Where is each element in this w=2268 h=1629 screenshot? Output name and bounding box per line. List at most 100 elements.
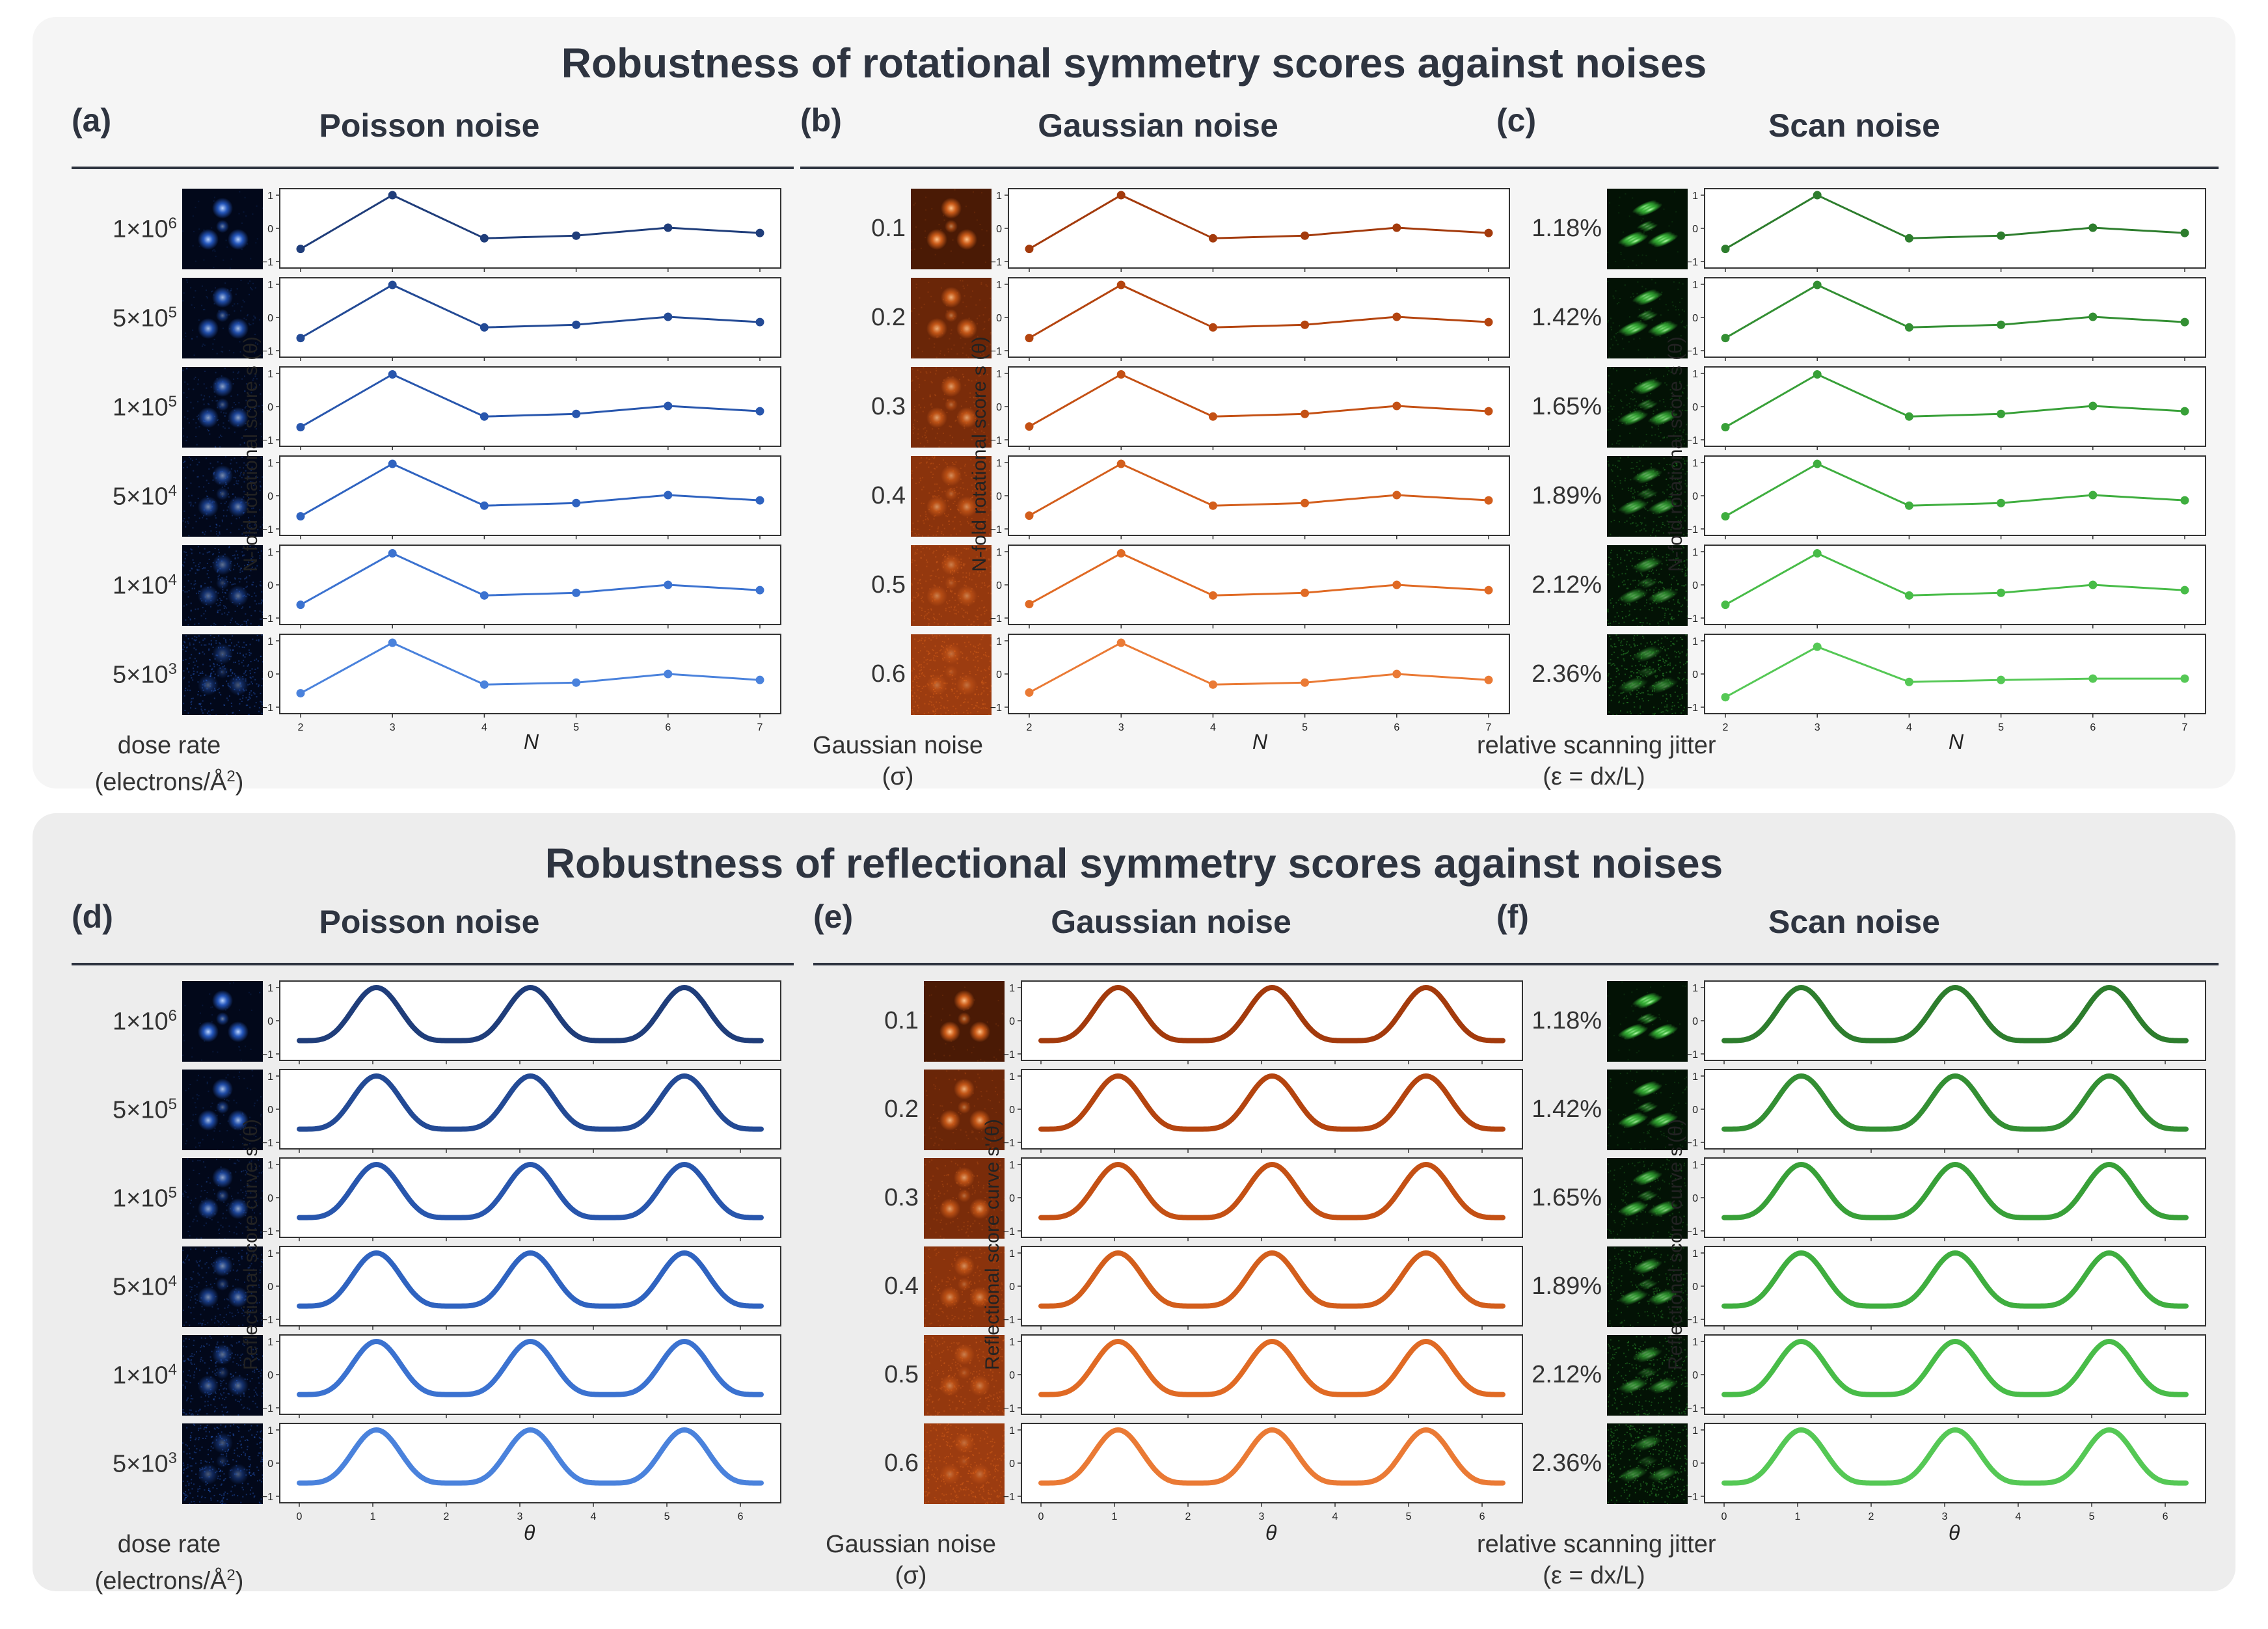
y-tick-label: 1: [267, 369, 273, 380]
y-axis-label: Reflectional score curve s'(θ): [240, 1119, 262, 1370]
sample-image-svg: [1607, 545, 1689, 627]
sample-image-svg: [911, 545, 993, 627]
y-tick-label: −1: [262, 1138, 273, 1149]
sample-image: [911, 456, 993, 537]
data-point: [1392, 401, 1401, 411]
row-label: 2.12%: [1496, 1361, 1602, 1389]
data-point: [1392, 669, 1401, 679]
reflectional-section-title: Robustness of reflectional symmetry scor…: [545, 840, 1723, 887]
row-label: 1×105: [72, 1184, 177, 1213]
data-point: [1208, 412, 1217, 421]
series-line: [1038, 1250, 1505, 1309]
y-tick-label: −1: [1686, 1492, 1698, 1503]
y-tick-label: 0: [267, 1016, 273, 1027]
y-tick-label: −1: [1686, 613, 1698, 625]
data-point: [1904, 591, 1913, 600]
plot-row: −1 0 1 2 3 4 5 6 7: [990, 634, 1510, 740]
row-label: 1.89%: [1496, 1272, 1602, 1300]
y-tick-label: 0: [267, 669, 273, 680]
y-tick-label: 1: [1692, 1248, 1698, 1259]
series-line: [1725, 284, 2185, 339]
data-point: [1813, 191, 1822, 200]
sample-image: [1607, 1070, 1688, 1151]
panel-title: Gaussian noise: [1038, 107, 1278, 144]
data-point: [2088, 580, 2098, 589]
data-point: [1116, 280, 1126, 289]
y-tick-label: −1: [262, 1403, 273, 1414]
sample-image-svg: [1607, 189, 1689, 269]
caption-line-2-text: (σ): [882, 763, 914, 790]
data-point: [1392, 312, 1401, 321]
data-point: [1997, 231, 2006, 240]
plot-row: −1 0 1: [1686, 1069, 2206, 1153]
data-point: [1813, 459, 1822, 468]
sample-image-svg: [911, 367, 993, 449]
y-tick-label: 0: [1692, 224, 1698, 235]
y-tick-label: −1: [262, 1049, 273, 1060]
plot-row: −1 0 1 0 1 2 3 4 5 6: [1686, 1423, 2206, 1529]
sample-image: [1607, 1246, 1689, 1328]
sample-image-svg: [1607, 1158, 1688, 1240]
y-tick-label: 1: [267, 1248, 273, 1259]
data-point: [1484, 317, 1493, 327]
plot-svg: −1 0 1 0 1 2 3 4 5 6: [1686, 1423, 2206, 1522]
row-label-value: 1×10: [113, 394, 169, 422]
row-label: 0.5: [800, 571, 906, 599]
data-point: [1392, 491, 1401, 500]
y-tick-label: −1: [1686, 1138, 1698, 1149]
x-tick-label: 4: [481, 722, 487, 733]
row-label-exponent: 5: [168, 1184, 177, 1202]
data-point: [479, 412, 489, 421]
caption-line-2: (electrons/Å2): [52, 1560, 286, 1597]
series-line: [1029, 284, 1489, 339]
series-line: [297, 1073, 764, 1132]
series-line: [1038, 1073, 1505, 1132]
x-tick-label: 5: [2089, 1511, 2095, 1522]
plot-row: −1 0 1: [1003, 1246, 1523, 1330]
data-point: [1301, 320, 1310, 329]
y-tick-label: −1: [262, 346, 273, 357]
plot-frame: [1704, 1246, 2206, 1326]
plot-row: −1 0 1: [1686, 1157, 2206, 1241]
y-tick-label: −1: [262, 435, 273, 446]
panel-letter: (c): [1496, 102, 1537, 139]
row-label-exponent: 5: [168, 1096, 177, 1113]
y-tick-label: 0: [267, 224, 273, 235]
plot-row: −1 0 1: [262, 188, 781, 272]
row-label-value: 1.42%: [1532, 1096, 1602, 1123]
data-point: [1301, 409, 1310, 418]
caption-line-2: (electrons/Å2): [52, 761, 286, 798]
sample-image: [182, 189, 263, 269]
row-axis-caption: relative scanning jitter (ε = dx/L): [1477, 1529, 1716, 1591]
row-label-value: 2.12%: [1532, 1361, 1602, 1388]
series-line: [1038, 984, 1505, 1043]
row-label-value: 0.6: [871, 660, 906, 688]
panel-rule: [1496, 963, 2219, 965]
data-point: [479, 591, 489, 600]
data-point: [2180, 496, 2189, 505]
row-label: 0.6: [813, 1449, 919, 1477]
data-point: [2088, 223, 2098, 232]
row-label: 0.2: [813, 1096, 919, 1124]
panel-letter: (d): [72, 898, 113, 935]
y-tick-label: 0: [1692, 1193, 1698, 1204]
sample-image-svg: [924, 1423, 1006, 1505]
sample-image-svg: [1607, 981, 1688, 1062]
row-label-exponent: 6: [168, 1007, 177, 1025]
panel-rule: [72, 167, 794, 169]
caption-line-2-sup: 2: [226, 1567, 236, 1584]
data-point: [755, 317, 764, 327]
data-point: [1116, 638, 1126, 647]
series-line: [1029, 194, 1489, 250]
data-point: [1484, 675, 1493, 684]
row-label: 1×104: [72, 1361, 177, 1390]
data-point: [388, 280, 397, 289]
data-point: [479, 234, 489, 243]
row-label-value: 5×10: [113, 1273, 169, 1301]
x-tick-label: 2: [1723, 722, 1729, 733]
row-label: 0.4: [813, 1272, 919, 1300]
plot-frame: [1008, 634, 1510, 714]
data-point: [1813, 280, 1822, 289]
sample-image-svg: [182, 278, 263, 360]
sample-image: [1607, 1423, 1689, 1505]
